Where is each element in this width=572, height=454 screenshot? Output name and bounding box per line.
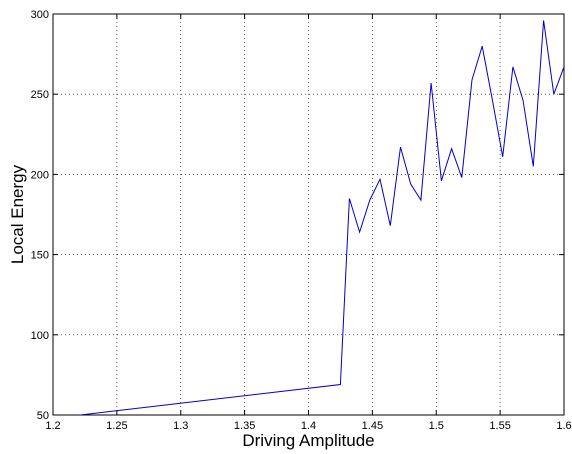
y-tick-labels: 50 100 150 200 250 300 — [31, 9, 49, 422]
x-tick-label: 1.3 — [173, 420, 188, 432]
y-tick-label: 300 — [31, 9, 49, 21]
y-tick-label: 250 — [31, 89, 49, 101]
x-tick-label: 1.55 — [489, 420, 510, 432]
y-tick-label: 100 — [31, 330, 49, 342]
y-axis-label: Local Energy — [8, 164, 27, 264]
y-tick-label: 50 — [37, 410, 49, 422]
x-tick-label: 1.6 — [556, 420, 571, 432]
y-tick-label: 150 — [31, 250, 49, 262]
x-tick-label: 1.25 — [106, 420, 127, 432]
x-axis-label: Driving Amplitude — [242, 431, 374, 450]
x-tick-label: 1.5 — [429, 420, 444, 432]
y-tick-label: 200 — [31, 169, 49, 181]
